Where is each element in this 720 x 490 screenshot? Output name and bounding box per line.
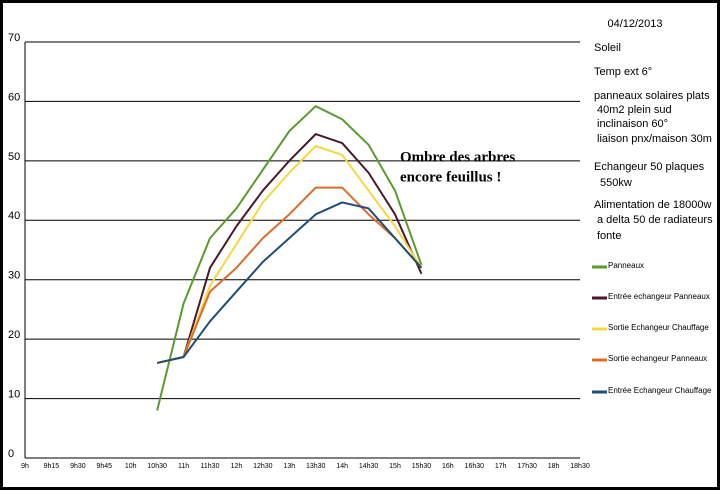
x-tick-label: 11h xyxy=(178,463,189,470)
note: fonte xyxy=(597,230,621,242)
y-tick-label: 70 xyxy=(8,32,20,44)
series-line xyxy=(156,133,423,364)
legend-label: Sortie echangeur Panneaux xyxy=(608,354,707,363)
x-tick-label: 14h xyxy=(336,463,348,470)
note: panneaux solaires plats xyxy=(594,90,710,102)
note: a delta 50 de radiateurs xyxy=(597,214,713,226)
series-line xyxy=(156,201,423,364)
x-tick-label: 17h30 xyxy=(517,463,537,470)
note: liaison pnx/maison 30m xyxy=(597,133,712,145)
y-tick-label: 0 xyxy=(8,448,14,460)
x-tick-label: 9h xyxy=(21,463,29,470)
x-tick-label: 13h xyxy=(283,463,295,470)
x-tick-label: 18h xyxy=(548,463,560,470)
series-line xyxy=(156,145,423,364)
y-tick-label: 30 xyxy=(8,270,20,282)
annotation: encore feuillus ! xyxy=(400,169,501,185)
x-tick-label: 9h15 xyxy=(44,463,60,470)
x-tick-label: 15h30 xyxy=(412,463,432,470)
note: Alimentation de 18000w xyxy=(594,199,711,211)
series-line xyxy=(156,186,423,364)
x-tick-label: 15h xyxy=(389,463,401,470)
note: Soleil xyxy=(594,42,621,54)
x-tick-label: 14h30 xyxy=(359,463,379,470)
x-tick-label: 13h30 xyxy=(306,463,326,470)
date: 04/12/2013 xyxy=(607,18,662,30)
x-tick-label: 10h xyxy=(125,463,137,470)
x-tick-label: 16h30 xyxy=(465,463,485,470)
note: inclinaison 60° xyxy=(597,118,668,130)
note: 40m2 plein sud xyxy=(597,104,672,116)
y-tick-label: 60 xyxy=(8,91,20,103)
x-tick-label: 11h30 xyxy=(201,463,220,470)
x-tick-label: 10h30 xyxy=(147,463,167,470)
x-tick-label: 17h xyxy=(495,463,507,470)
legend-label: Entrée Echangeur Chauffage xyxy=(608,386,712,395)
x-tick-label: 9h30 xyxy=(70,463,86,470)
x-tick-label: 18h30 xyxy=(570,463,590,470)
legend-label: Panneaux xyxy=(608,261,644,270)
note: 550kw xyxy=(600,177,632,189)
y-tick-label: 40 xyxy=(8,210,20,222)
y-tick-label: 50 xyxy=(8,151,20,163)
note: Temp ext 6° xyxy=(594,66,652,78)
note: Echangeur 50 plaques xyxy=(594,161,705,173)
legend-label: Sortie Echangeur Chauffage xyxy=(608,323,709,332)
annotation: Ombre des arbres xyxy=(400,149,515,165)
x-tick-label: 9h45 xyxy=(96,463,112,470)
x-tick-label: 12h xyxy=(231,463,243,470)
series-line xyxy=(156,105,423,411)
x-tick-label: 12h30 xyxy=(253,463,273,470)
y-tick-label: 10 xyxy=(8,388,20,400)
y-tick-label: 20 xyxy=(8,329,20,341)
legend-label: Entrée echangeur Panneaux xyxy=(608,292,710,301)
x-tick-label: 16h xyxy=(442,463,454,470)
